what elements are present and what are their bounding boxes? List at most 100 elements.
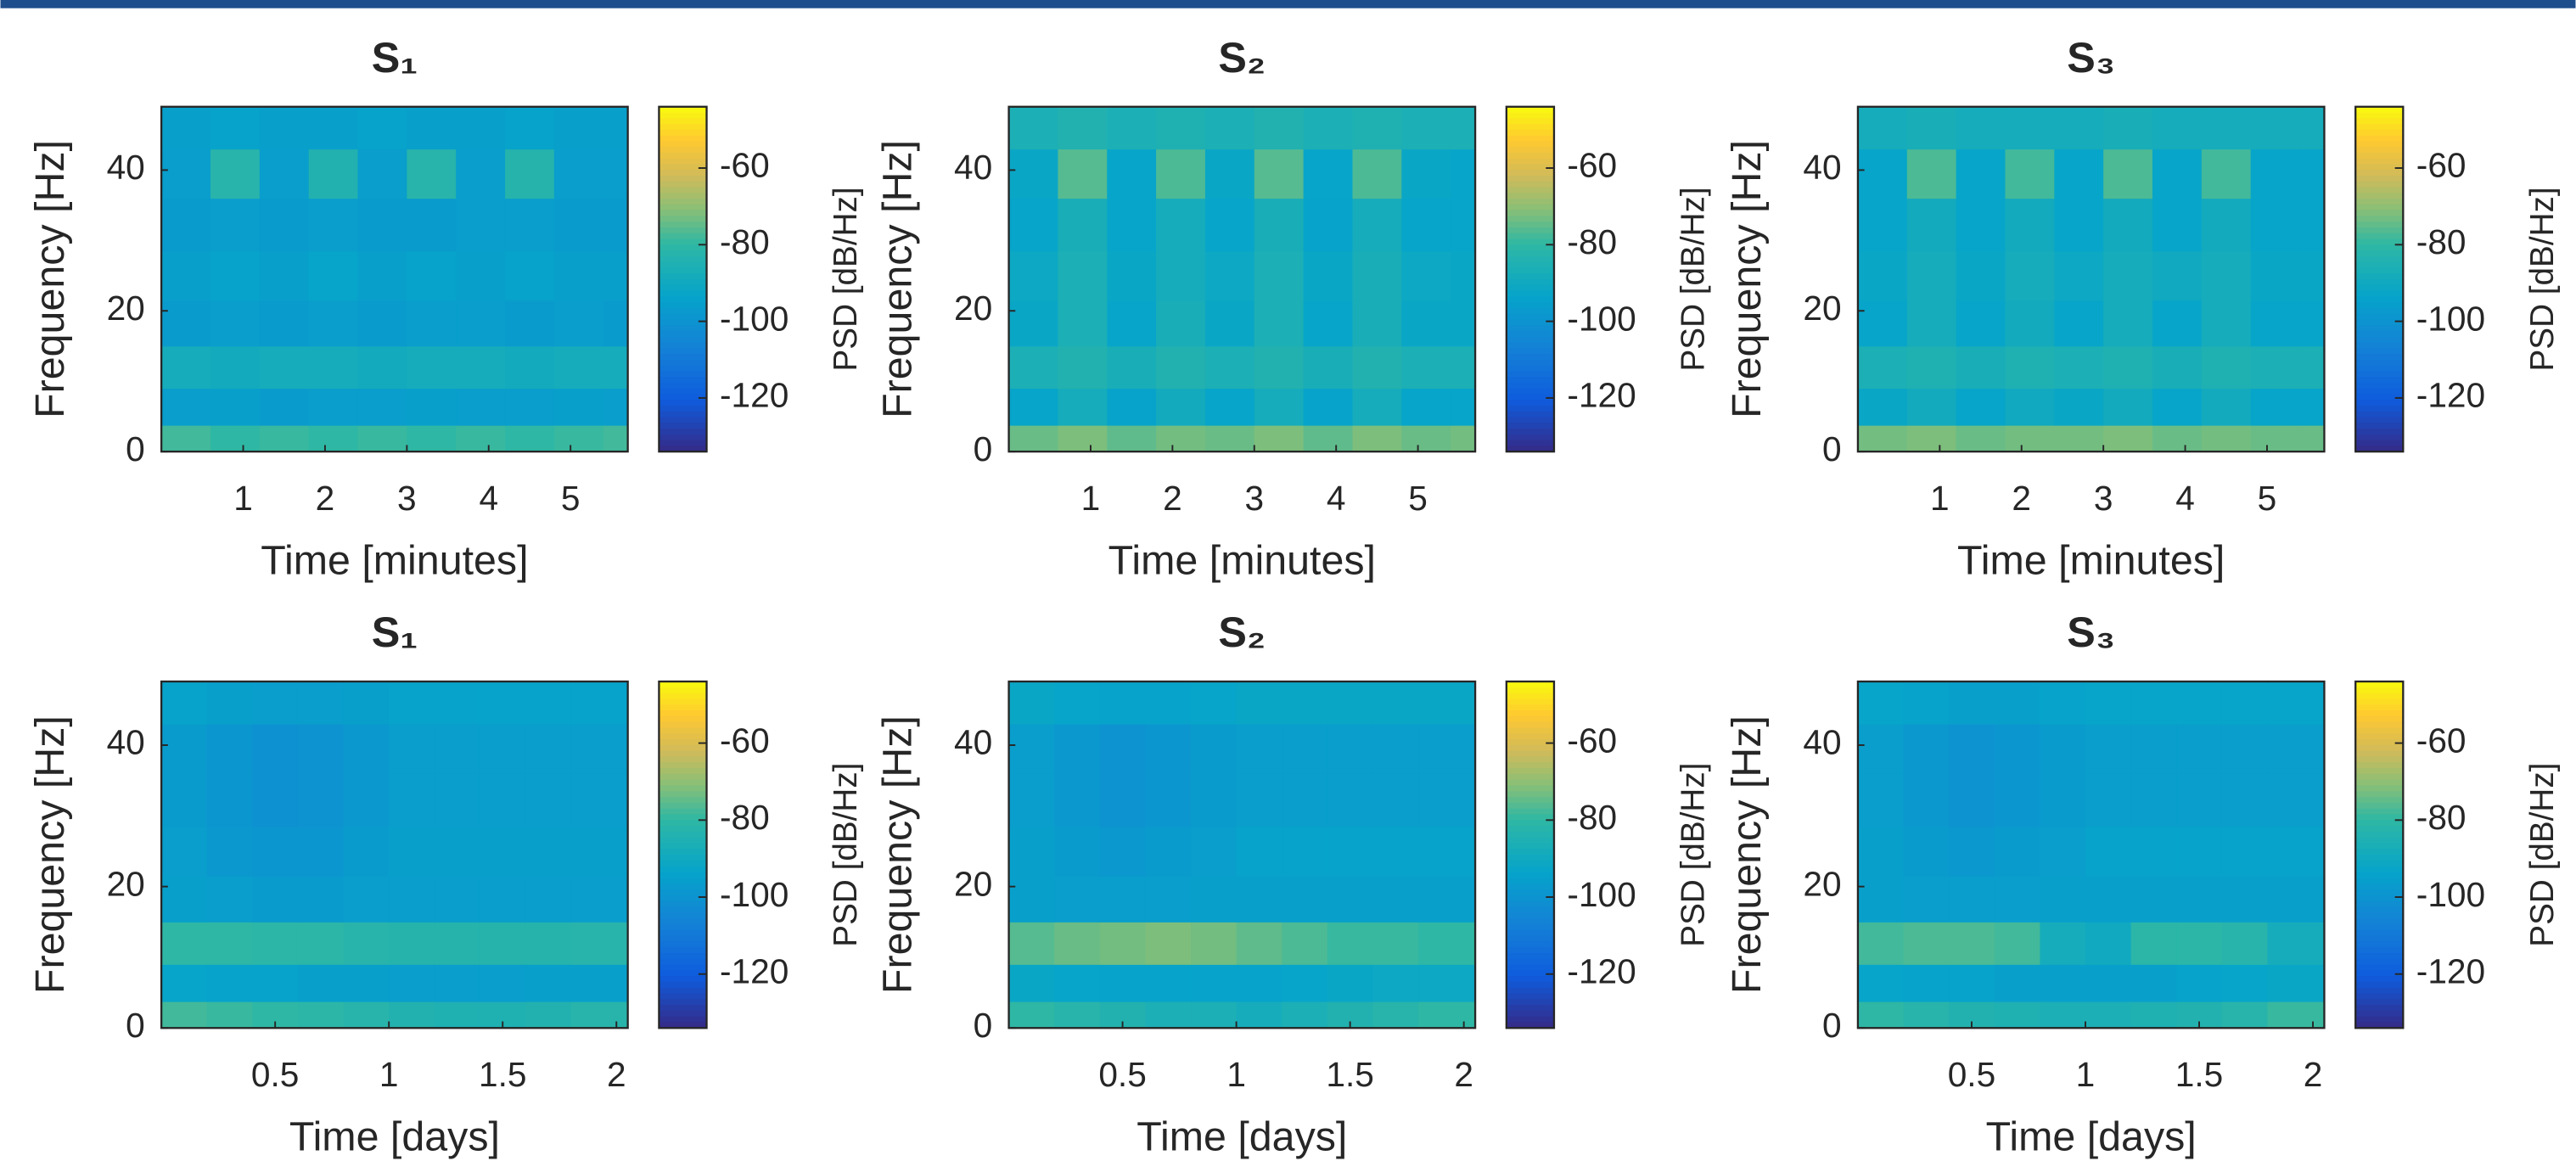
heat-cell bbox=[505, 345, 555, 390]
heat-cell bbox=[1204, 388, 1255, 426]
heat-cell bbox=[1956, 149, 2006, 199]
colorbar-slice bbox=[2355, 744, 2404, 752]
heat-cell bbox=[210, 106, 261, 150]
heat-cell bbox=[1058, 250, 1108, 301]
heat-cell bbox=[2130, 964, 2177, 1002]
heat-cell bbox=[1099, 723, 1146, 774]
heat-cell bbox=[1303, 250, 1354, 301]
colorbar-slice bbox=[659, 820, 707, 827]
heat-cell bbox=[1327, 723, 1374, 774]
colorbar-slice bbox=[659, 693, 707, 700]
heat-cell bbox=[2201, 388, 2252, 426]
colorbar-slice bbox=[1506, 216, 1554, 222]
heat-cell bbox=[1236, 723, 1282, 774]
heat-cell bbox=[308, 250, 359, 301]
colorbar-slice bbox=[2355, 147, 2404, 154]
heat-cell bbox=[525, 1001, 572, 1029]
colorbar-slice bbox=[659, 964, 707, 971]
colorbar-slice bbox=[2355, 118, 2404, 125]
heat-cell bbox=[2130, 773, 2177, 827]
heat-cell bbox=[553, 250, 604, 301]
colorbar-slice bbox=[2355, 342, 2404, 349]
heat-cell bbox=[252, 723, 299, 774]
colorbar-tick-label: -60 bbox=[720, 721, 770, 760]
heat-cell bbox=[1327, 826, 1374, 877]
heat-cell bbox=[434, 876, 480, 923]
colorbar-slice bbox=[659, 929, 707, 937]
colorbar-slice bbox=[659, 768, 707, 775]
colorbar-slice bbox=[1506, 112, 1554, 120]
heat-cell bbox=[603, 300, 629, 347]
colorbar-slice bbox=[2355, 791, 2404, 798]
heat-cell bbox=[2221, 723, 2269, 774]
heat-cell bbox=[603, 345, 629, 390]
colorbar-slice bbox=[2355, 993, 2404, 1001]
colorbar-slice bbox=[1506, 814, 1554, 822]
heat-cell bbox=[297, 964, 345, 1002]
heat-cell bbox=[525, 964, 572, 1002]
colorbar-slice bbox=[2355, 325, 2404, 332]
heat-cell bbox=[1451, 425, 1476, 452]
x-tick-label: 3 bbox=[2094, 479, 2113, 518]
heat-cell bbox=[553, 425, 604, 452]
heat-cell bbox=[206, 922, 253, 965]
colorbar-slice bbox=[1506, 883, 1554, 890]
heat-cell bbox=[1204, 425, 1255, 452]
heat-cell bbox=[343, 826, 390, 877]
colorbar-slice bbox=[1506, 164, 1554, 171]
heat-cell bbox=[456, 250, 506, 301]
heat-cell bbox=[505, 425, 555, 452]
heat-cell bbox=[1008, 826, 1055, 877]
heat-cell bbox=[389, 826, 435, 877]
heat-cell bbox=[357, 106, 407, 150]
x-tick-label: 2 bbox=[2304, 1055, 2323, 1094]
x-tick-label: 3 bbox=[1244, 479, 1264, 518]
colorbar-slice bbox=[2355, 394, 2404, 401]
heat-cell bbox=[1236, 964, 1282, 1002]
heat-cell bbox=[357, 198, 407, 252]
heat-cell bbox=[2152, 300, 2203, 347]
heat-cell bbox=[161, 876, 208, 923]
colorbar-slice bbox=[659, 860, 707, 867]
x-tick-label: 2 bbox=[316, 479, 335, 518]
heat-cell bbox=[1191, 964, 1237, 1002]
heat-cell bbox=[1949, 964, 1995, 1002]
colorbar-slice bbox=[1506, 733, 1554, 740]
heat-cell bbox=[2250, 106, 2301, 150]
colorbar-slice bbox=[2355, 964, 2404, 971]
heat-cell bbox=[161, 345, 211, 390]
colorbar-slice bbox=[1506, 952, 1554, 960]
colorbar-slice bbox=[659, 744, 707, 752]
colorbar-tick-label: -80 bbox=[1567, 798, 1617, 837]
colorbar-slice bbox=[659, 342, 707, 349]
heat-cell bbox=[389, 681, 435, 725]
colorbar-slice bbox=[2355, 261, 2404, 269]
colorbar-slice bbox=[1506, 843, 1554, 850]
colorbar-slice bbox=[659, 958, 707, 966]
colorbar-slice bbox=[1506, 290, 1554, 298]
colorbar-slice bbox=[1506, 371, 1554, 378]
heat-cell bbox=[1156, 198, 1206, 252]
axes-frame bbox=[1856, 105, 2326, 453]
heat-cell bbox=[259, 198, 310, 252]
colorbar-slice bbox=[2355, 831, 2404, 838]
heat-cell bbox=[525, 681, 572, 725]
heat-cell bbox=[2103, 198, 2153, 252]
heat-cell bbox=[1327, 876, 1374, 923]
colorbar-slice bbox=[1506, 429, 1554, 435]
colorbar-slice bbox=[1506, 727, 1554, 735]
colorbar-slice bbox=[659, 993, 707, 1001]
heat-cell bbox=[1058, 149, 1108, 199]
heat-cell bbox=[1401, 250, 1451, 301]
colorbar-slice bbox=[1506, 273, 1554, 280]
heat-cell bbox=[2176, 681, 2223, 725]
heat-cell bbox=[1099, 681, 1146, 725]
colorbar-slice bbox=[659, 365, 707, 373]
heat-cell bbox=[2201, 300, 2252, 347]
heat-cell bbox=[1303, 198, 1354, 252]
heat-cell bbox=[1857, 876, 1905, 923]
chart-title: S₂ bbox=[1218, 608, 1266, 656]
x-axis-label: Time [days] bbox=[1986, 1114, 2197, 1160]
heat-cell bbox=[2299, 149, 2326, 199]
heat-cell bbox=[161, 1001, 208, 1029]
